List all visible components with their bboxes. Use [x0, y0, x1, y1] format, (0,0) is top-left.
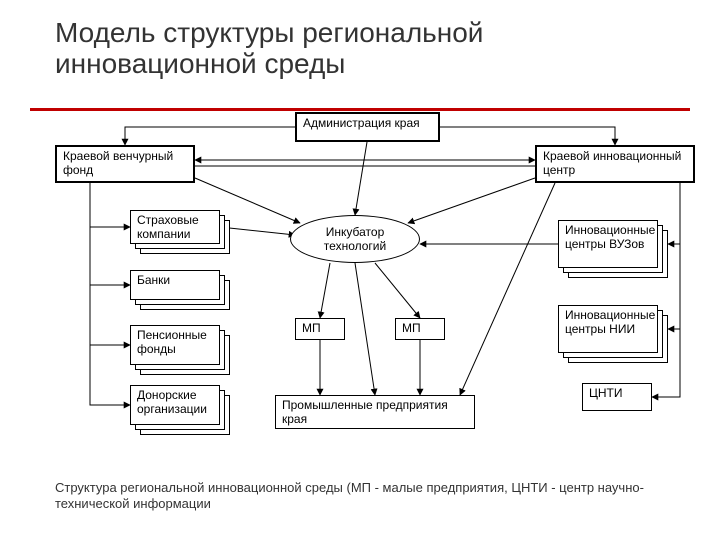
node-donor: Донорские организации: [130, 385, 230, 435]
caption: Структура региональной инновационной сре…: [55, 480, 665, 513]
node-industry: Промышленные предприятия края: [275, 395, 475, 429]
title-underline: [30, 108, 690, 111]
node-cnti: ЦНТИ: [582, 383, 652, 411]
node-nii: Инновационные центры НИИ: [558, 305, 668, 363]
node-banks: Банки: [130, 270, 230, 310]
node-insurance: Страховые компании: [130, 210, 230, 254]
node-venture: Краевой венчурный фонд: [55, 145, 195, 183]
node-mp2: МП: [395, 318, 445, 340]
node-vuz-label: Инновационные центры ВУЗов: [558, 220, 658, 268]
node-pension-label: Пенсионные фонды: [130, 325, 220, 365]
node-donor-label: Донорские организации: [130, 385, 220, 425]
slide: Модель структуры региональной инновацион…: [0, 0, 720, 540]
node-pension: Пенсионные фонды: [130, 325, 230, 375]
slide-title: Модель структуры региональной инновацион…: [55, 18, 655, 80]
node-mp1: МП: [295, 318, 345, 340]
node-vuz: Инновационные центры ВУЗов: [558, 220, 668, 278]
node-banks-label: Банки: [130, 270, 220, 300]
node-insurance-label: Страховые компании: [130, 210, 220, 244]
node-admin: Администрация края: [295, 112, 440, 142]
node-innocenter: Краевой инновационный центр: [535, 145, 695, 183]
node-nii-label: Инновационные центры НИИ: [558, 305, 658, 353]
node-incubator: Инкубатор технологий: [290, 215, 420, 263]
